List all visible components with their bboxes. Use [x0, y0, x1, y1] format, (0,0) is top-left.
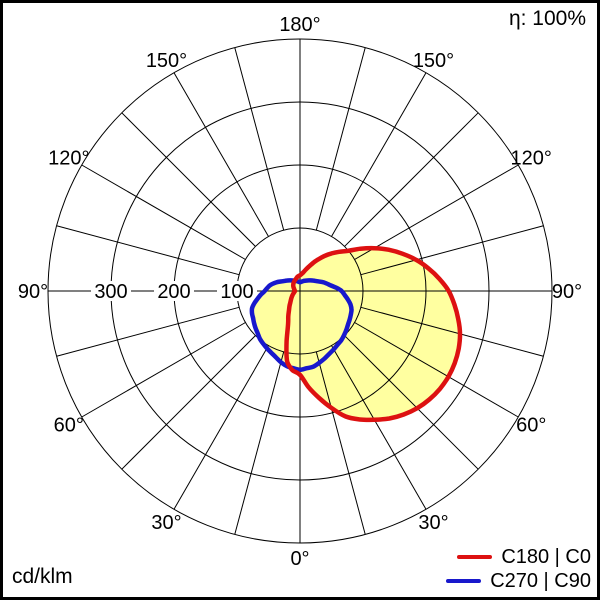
- efficiency-label: η: 100%: [508, 7, 586, 30]
- legend-label-c270-c90: C270 | C90: [490, 569, 591, 592]
- legend-swatch-red-line-icon: [457, 555, 493, 559]
- grid-spoke: [360, 306, 544, 357]
- series-curve-1: [249, 278, 354, 373]
- angle-label-150: 150°: [413, 50, 454, 72]
- grid-spoke: [56, 225, 240, 276]
- radial-tick-label-bg: [217, 281, 257, 301]
- grid-spoke: [173, 345, 269, 510]
- angle-label-90-left: 90°: [18, 281, 48, 303]
- angle-label-150-left: 150°: [146, 50, 187, 72]
- legend-item-c270-c90: C270 | C90: [446, 569, 591, 593]
- angle-label-60: 60°: [516, 415, 546, 437]
- grid-spoke: [81, 164, 246, 260]
- legend-swatch-blue-line-icon: [446, 579, 482, 583]
- angle-label-30: 30°: [418, 512, 448, 534]
- radial-tick-label: 100: [220, 281, 253, 303]
- grid-spoke: [360, 225, 544, 276]
- radial-tick-label: 200: [157, 281, 190, 303]
- grid-spoke: [173, 72, 269, 237]
- angle-label-180: 180°: [279, 14, 320, 36]
- grid-spoke: [121, 112, 256, 247]
- series-fill-1: [251, 280, 352, 370]
- angle-label-120: 120°: [511, 148, 552, 170]
- grid-spoke: [354, 164, 519, 260]
- grid-spoke: [344, 335, 479, 470]
- grid-spoke: [121, 335, 256, 470]
- series-curve-0: [284, 245, 463, 423]
- radial-tick-label-bg: [154, 281, 194, 301]
- angle-label-60-left: 60°: [54, 415, 84, 437]
- angle-label-30-left: 30°: [151, 512, 181, 534]
- grid-spoke: [56, 306, 240, 357]
- grid-spoke: [234, 351, 285, 535]
- grid-spoke: [331, 345, 427, 510]
- grid-spoke: [331, 72, 427, 237]
- grid-spoke: [315, 47, 366, 231]
- legend-label-c180-c0: C180 | C0: [501, 545, 591, 568]
- legend: C180 | C0 C270 | C90: [446, 545, 591, 593]
- angle-label-90: 90°: [552, 281, 582, 303]
- unit-label: cd/klm: [12, 565, 73, 588]
- legend-item-c180-c0: C180 | C0: [457, 545, 591, 569]
- grid-spoke: [344, 112, 479, 247]
- radial-tick-label-bg: [91, 281, 131, 301]
- angle-label-120-left: 120°: [48, 148, 89, 170]
- grid-spoke: [234, 47, 285, 231]
- grid-spoke: [81, 322, 246, 418]
- grid-spoke: [315, 351, 366, 535]
- grid-spoke: [354, 322, 519, 418]
- angle-label-0: 0°: [290, 548, 309, 570]
- radial-tick-label: 300: [94, 281, 127, 303]
